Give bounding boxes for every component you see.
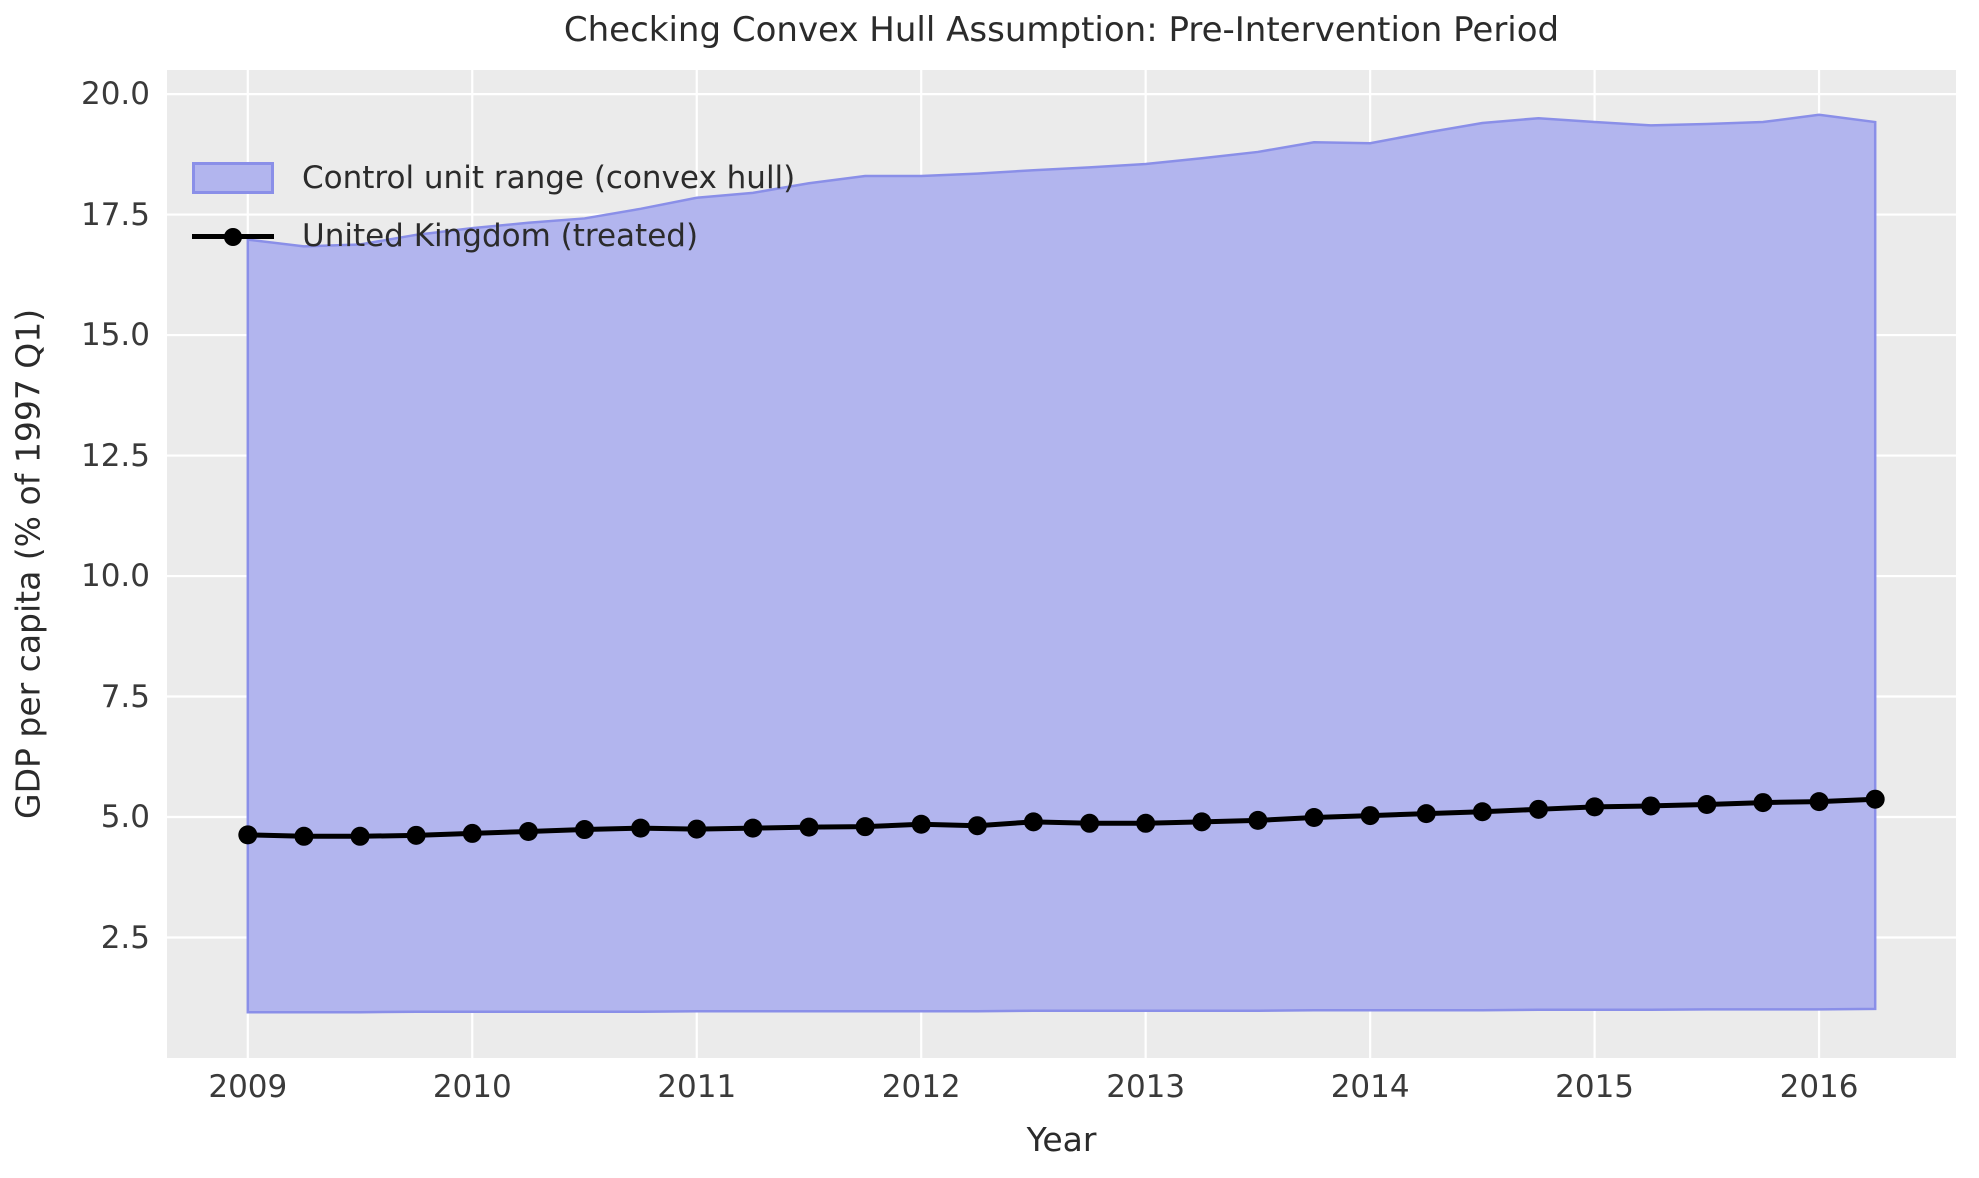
legend: Control unit range (convex hull) United … xyxy=(192,160,795,254)
treated-line-marker xyxy=(1753,793,1773,813)
treated-line-marker xyxy=(1192,812,1212,832)
treated-line-marker xyxy=(1528,799,1548,819)
legend-item-control-range: Control unit range (convex hull) xyxy=(192,160,795,196)
line-marker-icon xyxy=(192,220,274,252)
treated-line-marker xyxy=(1809,792,1829,812)
treated-line-marker xyxy=(1136,813,1156,833)
y-axis-label: GDP per capita (% of 1997 Q1) xyxy=(8,308,48,820)
treated-line-marker xyxy=(1472,802,1492,822)
treated-line-marker xyxy=(518,821,538,841)
y-tick-label: 15.0 xyxy=(80,317,150,354)
treated-line-marker xyxy=(238,825,258,845)
treated-line-marker xyxy=(1023,812,1043,832)
x-tick-label: 2016 xyxy=(1779,1069,1859,1105)
y-tick-label: 10.0 xyxy=(80,558,150,595)
y-tick-label: 12.5 xyxy=(80,437,150,474)
chart-title: Checking Convex Hull Assumption: Pre-Int… xyxy=(563,10,1560,50)
x-tick-label: 2013 xyxy=(1106,1069,1186,1105)
treated-line-marker xyxy=(406,825,426,845)
x-axis-label: Year xyxy=(1026,1120,1097,1159)
treated-line-marker xyxy=(855,817,875,837)
y-tick-label: 17.5 xyxy=(80,196,150,233)
y-tick-label: 5.0 xyxy=(100,799,150,836)
treated-line-marker xyxy=(1697,794,1717,814)
treated-line-marker xyxy=(743,818,763,838)
x-tick-label: 2010 xyxy=(432,1069,512,1105)
treated-line-marker xyxy=(1080,813,1100,833)
treated-line-marker xyxy=(350,826,370,846)
treated-line-marker xyxy=(1865,789,1885,809)
x-tick-label: 2015 xyxy=(1555,1069,1635,1105)
treated-line-marker xyxy=(294,826,314,846)
treated-line-marker xyxy=(1641,796,1661,816)
x-tick-label: 2011 xyxy=(657,1069,737,1105)
treated-line-marker xyxy=(687,819,707,839)
legend-label: Control unit range (convex hull) xyxy=(302,160,796,196)
treated-line-marker xyxy=(462,823,482,843)
y-tick-label: 20.0 xyxy=(80,76,150,113)
treated-line-marker xyxy=(1360,806,1380,826)
treated-line-marker xyxy=(1585,797,1605,817)
treated-line-marker xyxy=(1416,804,1436,824)
treated-line-marker xyxy=(1248,810,1268,830)
treated-line-marker xyxy=(799,817,819,837)
x-tick-label: 2014 xyxy=(1330,1069,1410,1105)
treated-line-marker xyxy=(1304,808,1324,828)
band-swatch-icon xyxy=(192,162,274,194)
treated-line-marker xyxy=(911,814,931,834)
treated-line-marker xyxy=(575,820,595,840)
treated-line-marker xyxy=(631,818,651,838)
x-tick-label: 2012 xyxy=(881,1069,961,1105)
legend-label: United Kingdom (treated) xyxy=(302,218,699,254)
plot-area xyxy=(167,70,1956,1058)
x-tick-label: 2009 xyxy=(208,1069,288,1105)
control-range-band xyxy=(246,113,1877,1014)
y-tick-label: 7.5 xyxy=(100,678,150,715)
y-tick-label: 2.5 xyxy=(100,919,150,956)
legend-item-united-kingdom: United Kingdom (treated) xyxy=(192,218,795,254)
treated-line-marker xyxy=(967,816,987,836)
